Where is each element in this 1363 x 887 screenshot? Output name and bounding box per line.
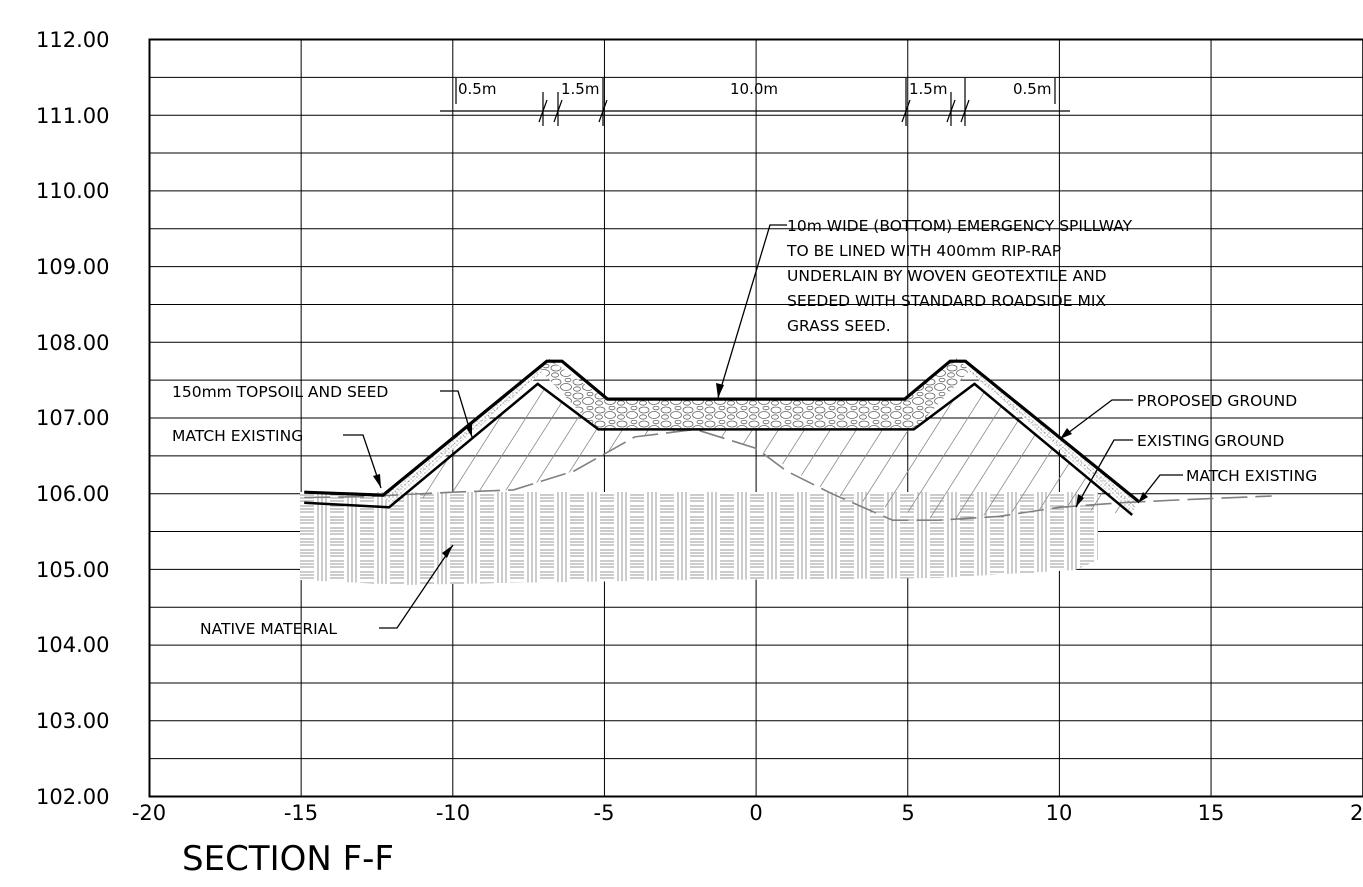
topsoil-layer [383,361,1139,513]
topsoil-band [965,361,1139,513]
leader-arrowheads [373,383,1148,558]
x-label: 10 [1046,801,1073,825]
existing-ground-note: EXISTING GROUND [1137,432,1284,450]
note-line: UNDERLAIN BY WOVEN GEOTEXTILE AND [787,267,1107,285]
x-label: 15 [1198,801,1225,825]
dim-label: 1.5m [561,80,599,98]
dim-label: 0.5m [458,80,496,98]
dim-label: 0.5m [1013,80,1051,98]
dimension-string [440,78,1070,126]
proposed-ground-note: PROPOSED GROUND [1137,392,1297,410]
existing-ground-line [304,428,1272,522]
leader-lines [343,224,1183,629]
dim-label: 1.5m [909,80,947,98]
y-label: 107.00 [36,406,109,430]
x-label: -15 [284,801,318,825]
y-label: 106.00 [36,482,109,506]
match-existing-left-note: MATCH EXISTING [172,427,303,445]
y-label: 103.00 [36,709,109,733]
y-axis-labels: 112.00 111.00 110.00 109.00 108.00 107.0… [36,28,109,809]
match-existing-right-note: MATCH EXISTING [1186,467,1317,485]
y-label: 108.00 [36,331,109,355]
note-line: TO BE LINED WITH 400mm RIP-RAP [786,242,1061,260]
native-material-note: NATIVE MATERIAL [200,620,337,638]
subgrade-line [304,382,1133,516]
y-label: 109.00 [36,255,109,279]
x-label: -10 [436,801,470,825]
x-label: 0 [749,801,762,825]
riprap-layer [540,358,970,428]
y-label: 105.00 [36,558,109,582]
plot-frame [148,38,1363,798]
section-title: SECTION F-F [182,839,394,879]
native-material-hatch [300,492,1098,585]
x-axis-labels: -20 -15 -10 -5 0 5 10 15 20 [132,801,1363,825]
y-label: 110.00 [36,179,109,203]
proposed-ground-line [304,359,1140,503]
note-line: SEEDED WITH STANDARD ROADSIDE MIX [787,292,1106,310]
x-label: -20 [132,801,166,825]
y-label: 111.00 [36,104,109,128]
y-label: 112.00 [36,28,109,52]
x-label: -5 [594,801,615,825]
topsoil-dots [385,370,543,501]
y-label: 104.00 [36,633,109,657]
dim-label: 10.0m [730,80,778,98]
y-label: 102.00 [36,785,109,809]
note-line: GRASS SEED. [787,317,891,335]
note-line: 10m WIDE (BOTTOM) EMERGENCY SPILLWAY [787,217,1133,235]
topsoil-note: 150mm TOPSOIL AND SEED [172,383,388,401]
x-label: 20 [1350,801,1363,825]
dimension-labels: 0.5m 1.5m 10.0m 1.5m 0.5m [458,80,1051,98]
spillway-note: 10m WIDE (BOTTOM) EMERGENCY SPILLWAY TO … [786,217,1133,335]
x-label: 5 [901,801,914,825]
